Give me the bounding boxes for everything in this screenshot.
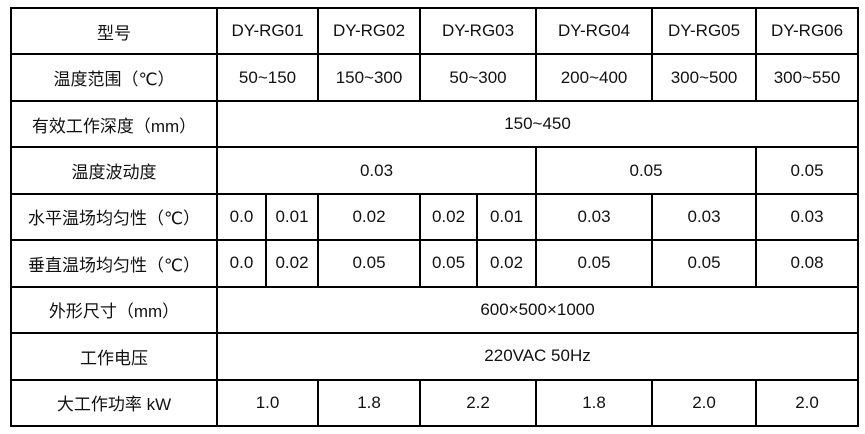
model-header-cell: DY-RG01	[215, 6, 320, 56]
model-header-cell: DY-RG03	[419, 6, 538, 56]
row-label-horizontal-uniformity: 水平温场均匀性（℃）	[10, 192, 218, 242]
table-row-model: 型号 DY-RG01 DY-RG02 DY-RG03 DY-RG04 DY-RG…	[10, 6, 860, 56]
row-label-temp-range: 温度范围（℃）	[10, 53, 218, 102]
value-cell: 0.05	[419, 239, 479, 288]
value-cell: 200~400	[535, 53, 654, 102]
value-cell: 0.05	[535, 239, 654, 288]
value-cell: 0.02	[476, 239, 538, 288]
row-label-model: 型号	[10, 6, 218, 56]
value-cell: 0.01	[264, 192, 320, 242]
model-header-cell: DY-RG06	[755, 6, 860, 56]
value-cell: 0.05	[651, 239, 758, 288]
value-cell: 2.2	[419, 378, 538, 427]
value-cell: 1.8	[317, 378, 422, 427]
row-label-power: 大工作功率 kW	[10, 378, 218, 427]
value-cell-span: 0.03	[215, 146, 538, 195]
row-label-vertical-uniformity: 垂直温场均匀性（℃）	[10, 239, 218, 288]
value-cell: 0.02	[419, 192, 479, 242]
value-cell: 300~500	[651, 53, 758, 102]
table-row-power: 大工作功率 kW 1.0 1.8 2.2 1.8 2.0 2.0	[10, 378, 860, 427]
value-cell: 0.05	[755, 146, 860, 195]
value-cell-span: 600×500×1000	[215, 285, 860, 335]
table-row-work-depth: 有效工作深度（mm） 150~450	[10, 99, 860, 149]
value-cell: 0.02	[317, 192, 422, 242]
value-cell: 2.0	[651, 378, 758, 427]
value-cell-span: 150~450	[215, 99, 860, 149]
value-cell: 0.02	[264, 239, 320, 288]
value-cell: 300~550	[755, 53, 860, 102]
table-row-fluctuation: 温度波动度 0.03 0.05 0.05	[10, 146, 860, 195]
value-cell: 50~150	[215, 53, 320, 102]
value-cell: 0.0	[216, 239, 267, 288]
table-row-horizontal-uniformity: 水平温场均匀性（℃） 0.0 0.01 0.02 0.02 0.01 0.03 …	[10, 192, 860, 242]
value-cell: 0.05	[317, 239, 422, 288]
row-label-dimensions: 外形尺寸（mm）	[10, 285, 218, 335]
spec-table: 型号 DY-RG01 DY-RG02 DY-RG03 DY-RG04 DY-RG…	[10, 6, 860, 427]
value-cell-span: 220VAC 50Hz	[215, 332, 860, 381]
row-label-voltage: 工作电压	[10, 332, 218, 381]
value-cell: 1.0	[215, 378, 320, 427]
value-cell-span: 0.05	[535, 146, 758, 195]
value-cell: 2.0	[755, 378, 860, 427]
table-row-voltage: 工作电压 220VAC 50Hz	[10, 332, 860, 381]
row-label-work-depth: 有效工作深度（mm）	[10, 99, 218, 149]
table-row-dimensions: 外形尺寸（mm） 600×500×1000	[10, 285, 860, 335]
value-cell: 0.0	[216, 192, 267, 242]
value-cell: 0.03	[651, 192, 758, 242]
value-cell: 150~300	[317, 53, 422, 102]
value-cell: 0.08	[755, 239, 860, 288]
value-cell: 50~300	[419, 53, 538, 102]
table-row-vertical-uniformity: 垂直温场均匀性（℃） 0.0 0.02 0.05 0.05 0.02 0.05 …	[10, 239, 860, 288]
value-cell: 0.03	[755, 192, 860, 242]
model-header-cell: DY-RG05	[651, 6, 758, 56]
table-row-temp-range: 温度范围（℃） 50~150 150~300 50~300 200~400 30…	[10, 53, 860, 102]
value-cell: 0.03	[535, 192, 654, 242]
value-cell: 0.01	[476, 192, 538, 242]
model-header-cell: DY-RG02	[317, 6, 422, 56]
row-label-fluctuation: 温度波动度	[10, 146, 218, 195]
value-cell: 1.8	[535, 378, 654, 427]
model-header-cell: DY-RG04	[535, 6, 654, 56]
